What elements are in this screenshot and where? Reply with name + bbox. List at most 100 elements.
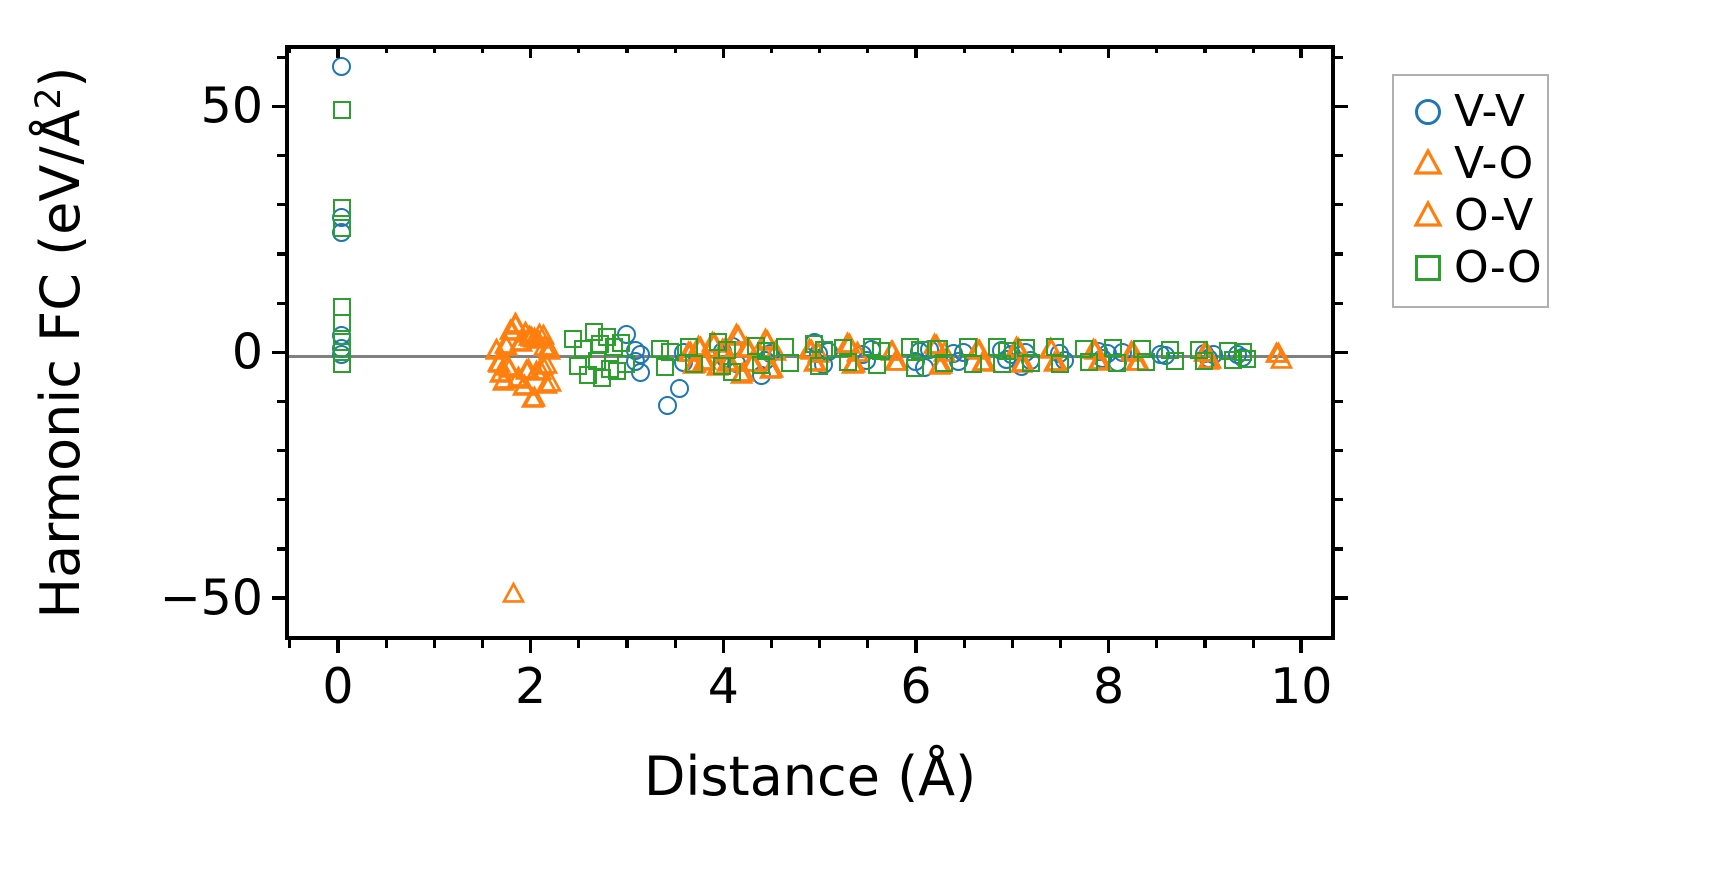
y-tick-minor (277, 547, 285, 551)
x-tick-major-top (1106, 45, 1111, 58)
y-axis-title: Harmonic FC (eV/Å2) (26, 45, 96, 640)
y-tick-major-right (1335, 104, 1348, 109)
x-tick-label: 10 (1270, 658, 1333, 715)
x-tick-minor-top (1058, 45, 1063, 53)
x-tick-major-top (914, 45, 918, 58)
y-tick-minor (277, 55, 285, 59)
y-tick-minor-right (1335, 252, 1343, 256)
legend-item-v-o[interactable]: V-O (1402, 138, 1539, 190)
x-tick-minor-top (673, 45, 677, 53)
y-tick-minor (277, 252, 285, 256)
square-icon (1415, 255, 1441, 281)
x-tick-major-top (528, 45, 533, 58)
x-tick-minor (818, 640, 822, 648)
x-tick-minor (1155, 640, 1159, 648)
triangle-icon (1413, 147, 1443, 180)
x-tick-minor-top (384, 45, 388, 53)
x-tick-minor-top (1251, 45, 1255, 53)
x-tick-minor (432, 640, 436, 648)
x-tick-major (1299, 640, 1304, 653)
x-axis-title: Distance (Å) (643, 745, 977, 808)
x-tick-minor (1010, 640, 1014, 648)
y-tick-label: 50 (200, 77, 263, 135)
y-axis-title-tail: ) (29, 66, 92, 88)
x-tick-minor (288, 640, 292, 648)
x-tick-minor-top (1155, 45, 1159, 53)
y-axis-title-superscript: 2 (29, 87, 69, 110)
x-tick-label: 8 (1093, 658, 1125, 715)
x-tick-minor (384, 640, 388, 648)
x-tick-label: 4 (707, 658, 739, 715)
x-tick-minor (962, 640, 966, 648)
x-tick-minor (1058, 640, 1063, 648)
x-tick-minor (673, 640, 677, 648)
y-tick-minor-right (1335, 449, 1343, 453)
y-tick-minor (277, 154, 285, 158)
y-tick-minor-right (1335, 154, 1343, 158)
y-tick-major-right (1335, 596, 1348, 600)
x-tick-minor-top (1203, 45, 1207, 53)
y-tick-minor-right (1335, 547, 1343, 551)
x-tick-label: 2 (515, 658, 547, 715)
triangle-icon (1413, 199, 1443, 232)
x-tick-minor-top (480, 45, 485, 53)
legend-triangle-icon (1402, 199, 1454, 232)
legend-circle-icon (1402, 99, 1454, 125)
x-tick-minor-top (577, 45, 581, 53)
legend-label: V-V (1454, 86, 1525, 137)
y-tick-minor (277, 203, 285, 207)
x-tick-label: 0 (322, 658, 354, 715)
x-tick-minor-top (962, 45, 966, 53)
x-tick-minor-top (818, 45, 822, 53)
legend: V-V V-O O-V O-O (1392, 74, 1549, 308)
y-tick-minor (277, 498, 285, 502)
y-tick-label: −50 (159, 569, 263, 627)
x-tick-major (914, 640, 918, 653)
x-tick-minor (769, 640, 774, 648)
x-tick-major-top (721, 45, 726, 58)
x-tick-minor (480, 640, 485, 648)
legend-item-o-o[interactable]: O-O (1402, 242, 1542, 294)
x-tick-minor (1251, 640, 1255, 648)
x-tick-minor (866, 640, 870, 648)
x-tick-major (721, 640, 726, 653)
x-tick-minor (577, 640, 581, 648)
y-tick-minor-right (1335, 498, 1343, 502)
circle-icon (1415, 99, 1441, 125)
x-tick-major (528, 640, 533, 653)
y-tick-minor (277, 399, 285, 404)
x-tick-minor-top (769, 45, 774, 53)
y-tick-minor-right (1335, 203, 1343, 207)
legend-label: O-O (1454, 242, 1542, 293)
y-tick-major-right (1335, 350, 1348, 355)
x-tick-minor (1203, 640, 1207, 648)
x-tick-minor-top (866, 45, 870, 53)
x-tick-minor-top (1010, 45, 1014, 53)
x-tick-minor-top (432, 45, 436, 53)
legend-label: V-O (1454, 138, 1534, 189)
legend-square-icon (1402, 255, 1454, 281)
legend-item-o-v[interactable]: O-V (1402, 190, 1539, 242)
y-tick-minor-right (1335, 55, 1343, 59)
x-tick-major-top (336, 45, 340, 58)
x-tick-minor-top (288, 45, 292, 53)
legend-item-v-v[interactable]: V-V (1402, 86, 1539, 138)
x-tick-label: 6 (900, 658, 932, 715)
y-tick-minor-right (1335, 399, 1343, 404)
x-tick-minor (625, 640, 629, 648)
y-tick-minor (277, 301, 285, 305)
y-tick-major (272, 596, 285, 600)
x-tick-major (336, 640, 340, 653)
x-tick-major (1106, 640, 1111, 653)
x-tick-minor-top (625, 45, 629, 53)
legend-label: O-V (1454, 190, 1534, 241)
y-tick-label: 0 (231, 323, 263, 381)
y-tick-minor (277, 449, 285, 453)
y-tick-major (272, 104, 285, 109)
y-axis-title-base: Harmonic FC (eV/Å (29, 109, 92, 619)
x-tick-major-top (1299, 45, 1304, 58)
y-tick-major (272, 350, 285, 355)
y-tick-minor-right (1335, 301, 1343, 305)
tick-layer (272, 45, 1348, 653)
